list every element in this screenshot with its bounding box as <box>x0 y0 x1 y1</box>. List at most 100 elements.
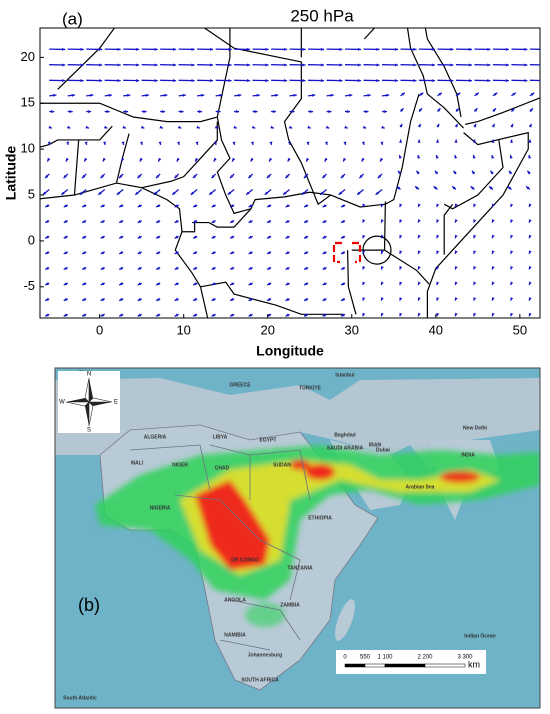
wind-arrow-head <box>417 123 421 128</box>
wind-arrow-head <box>400 108 404 112</box>
wind-arrow-head <box>248 235 253 239</box>
wind-arrow-head <box>154 79 158 83</box>
wind-arrow-head <box>524 79 528 83</box>
wind-arrow-head <box>450 47 454 51</box>
wind-arrow-head <box>431 47 435 51</box>
wind-arrow-head <box>267 297 271 301</box>
wind-arrow-head <box>119 204 123 208</box>
wind-arrow-head <box>341 235 345 239</box>
wind-arrow-head <box>230 266 234 270</box>
place-label: Indian Ocean <box>464 633 495 639</box>
wind-arrow-head <box>527 170 531 175</box>
wind-arrow-head <box>214 125 219 129</box>
wind-arrow-head <box>436 281 440 286</box>
wind-arrow-head <box>362 203 366 208</box>
wind-arrow-head <box>311 93 316 97</box>
wind-arrow-head <box>256 93 260 97</box>
wind-arrow-head <box>306 158 310 162</box>
wind-arrow-head <box>417 297 421 301</box>
wind-arrow-head <box>100 219 105 223</box>
wind-arrow-head <box>322 251 327 254</box>
wind-arrow-head <box>471 170 476 175</box>
wind-arrow-head <box>100 297 105 301</box>
wind-arrow-head <box>346 110 350 114</box>
wind-arrow-head <box>473 123 477 128</box>
wind-arrow-head <box>193 297 197 301</box>
wind-arrow-head <box>491 250 495 254</box>
wind-arrow-head <box>304 219 308 223</box>
wind-arrow-head <box>328 110 332 114</box>
scale-segment <box>344 663 366 668</box>
wind-arrow-head <box>401 92 405 96</box>
wind-arrow-head <box>153 191 158 195</box>
wind-arrow-head <box>108 93 112 97</box>
place-label: Johannesburg <box>248 652 282 658</box>
wind-arrow-head <box>45 174 49 179</box>
wind-arrow-head <box>211 204 216 208</box>
wind-arrow-head <box>250 141 254 145</box>
wind-arrow-head <box>135 191 139 195</box>
wind-arrow-head <box>82 219 86 223</box>
place-label: Dubai <box>376 447 391 453</box>
lake <box>362 235 392 265</box>
wind-arrow-head <box>417 155 421 159</box>
wind-arrow-head <box>304 313 308 317</box>
wind-arrow-head <box>285 251 290 254</box>
place-label: NAMIBIA <box>224 632 246 638</box>
wind-arrow-head <box>302 79 306 83</box>
wind-arrow-head <box>510 297 514 301</box>
wind-arrow-head <box>528 312 532 317</box>
wind-arrow-head <box>348 93 353 97</box>
wind-arrow-head <box>436 312 440 317</box>
place-label: DR CONGO <box>231 557 259 563</box>
wind-arrow-head <box>510 265 514 270</box>
wind-arrow-head <box>159 125 163 129</box>
wind-arrow-head <box>491 297 495 301</box>
wind-arrow-head <box>543 79 546 82</box>
wind-arrow-head <box>238 93 242 97</box>
wind-arrow-head <box>196 125 200 129</box>
wind-arrow-head <box>219 93 223 97</box>
wind-arrow-head <box>468 79 472 83</box>
wind-arrow-head <box>489 186 493 190</box>
wind-arrow-head <box>137 313 142 317</box>
wind-arrow-head <box>344 125 348 129</box>
wind-arrow-head <box>119 235 123 239</box>
wind-arrow-head <box>510 123 514 128</box>
coastline <box>351 249 430 285</box>
wind-arrow-head <box>100 266 105 270</box>
x-tick-label: 40 <box>429 322 443 337</box>
panel-label: (a) <box>62 9 83 28</box>
wind-arrow-head <box>454 281 458 286</box>
wind-arrow-head <box>119 251 123 254</box>
wind-arrow-head <box>121 158 125 162</box>
wind-arrow-head <box>380 158 384 162</box>
wind-arrow-head <box>528 219 532 223</box>
wind-arrow-head <box>338 191 343 195</box>
wind-arrow-head <box>510 219 514 223</box>
place-label: INDIA <box>461 452 475 458</box>
wind-arrow-head <box>191 47 195 51</box>
place-label: Istanbul <box>335 372 355 378</box>
wind-arrow-head <box>491 312 495 317</box>
wind-arrow-head <box>176 158 180 162</box>
wind-arrow-head <box>265 79 269 83</box>
wind-arrow-head <box>283 63 288 67</box>
wind-arrow-head <box>322 204 327 208</box>
wind-arrow-head <box>227 191 232 195</box>
wind-arrow-head <box>417 265 421 270</box>
wind-arrow-head <box>272 110 277 114</box>
wind-arrow-head <box>190 191 195 195</box>
wind-arrow-head <box>491 123 495 128</box>
wind-arrow-head <box>381 281 384 286</box>
wind-arrow-head <box>63 297 68 301</box>
wind-arrow-head <box>116 191 121 195</box>
wind-arrow-head <box>322 266 327 270</box>
wind-arrow-head <box>472 155 476 159</box>
wind-arrow-head <box>248 204 253 208</box>
wind-arrow-head <box>473 219 477 223</box>
wind-arrow-head <box>510 312 514 317</box>
wind-arrow-head <box>48 125 52 129</box>
wind-arrow-head <box>174 251 179 254</box>
